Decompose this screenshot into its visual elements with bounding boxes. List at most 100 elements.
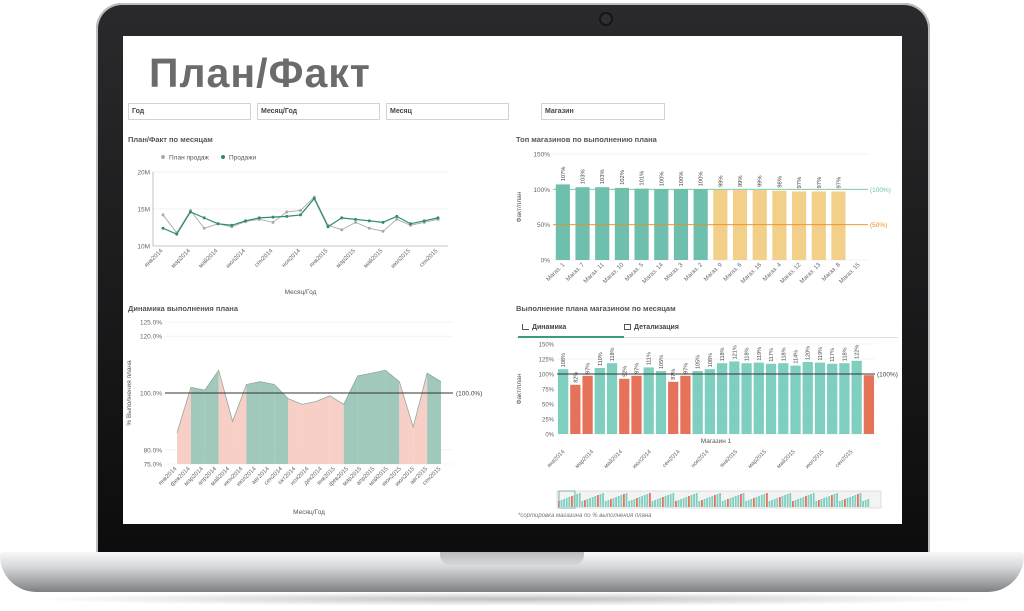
bar-9 (668, 381, 679, 434)
area-segment (260, 381, 275, 464)
area-segment (315, 395, 330, 464)
x-tick-label: ноя2014 (690, 449, 711, 470)
overview-bar (833, 494, 836, 507)
overview-bar (680, 499, 682, 507)
data-point (422, 219, 426, 223)
x-tick-label: май2015 (775, 448, 796, 469)
overview-bar (716, 494, 719, 507)
bar-chart-icon (522, 324, 529, 330)
bar-11 (772, 190, 787, 260)
data-point (326, 225, 330, 229)
overview-bar (849, 497, 851, 507)
overview-bar (638, 497, 641, 507)
x-tick-label: сен2015 (419, 248, 440, 269)
data-label: 118% (610, 347, 616, 361)
overview-bar (854, 495, 857, 507)
data-point (354, 220, 357, 224)
overview-bar (740, 494, 742, 507)
area-segment (427, 373, 441, 464)
panel-title-monthly: План/Факт по месяцам (128, 135, 213, 144)
data-label: 117% (769, 348, 775, 362)
bar-24 (851, 360, 862, 434)
tab-details[interactable]: Детализация (624, 324, 679, 331)
data-point (161, 213, 165, 217)
overview-bar (672, 493, 675, 507)
area-segment (246, 381, 261, 464)
overview-bar (677, 500, 680, 507)
y-tick-label: 100.0% (140, 391, 162, 398)
chart-dynamics[interactable]: 125.0% 120.0% 100.0% 80.0% 75.0% % Выполнения… (123, 314, 508, 524)
x-tick-label: ноя2014 (281, 248, 302, 269)
filter-month-year[interactable]: Месяц/Год (257, 103, 380, 120)
x-tick-label: янв2015 (719, 449, 739, 469)
data-label: 100% (699, 172, 705, 187)
data-point (202, 216, 206, 220)
y-tick-label: 0% (545, 433, 554, 439)
area-segment (357, 373, 372, 464)
overview-bar (810, 494, 812, 507)
bar-17 (765, 363, 777, 434)
data-point (175, 232, 179, 236)
data-point (244, 219, 247, 223)
y-tick-label: 150% (533, 152, 550, 159)
data-label: 102% (620, 170, 626, 185)
x-tick-label: Магаз. 10 (602, 262, 625, 285)
x-tick-label: июл2014 (225, 248, 247, 270)
bar-3 (594, 368, 605, 434)
filter-year[interactable]: Год (128, 103, 251, 120)
data-label: 118% (720, 347, 726, 361)
overview-bar (706, 498, 708, 507)
overview-bar (630, 500, 633, 507)
filter-month[interactable]: Месяц (386, 103, 509, 120)
chart-monthly-plan-fact[interactable]: 20M 15M 10M План продаж Продажи янв2014 мар201… (123, 144, 508, 302)
chart-top-stores[interactable]: 150% 100% 50% 0% Факт/план 107% Магаз. 1 103% Ма… (513, 144, 902, 302)
overview-bar (667, 495, 669, 507)
bar-4 (606, 363, 618, 434)
data-label: 105% (659, 355, 665, 369)
bar-0 (557, 369, 569, 434)
y-tick-label: 75% (542, 388, 555, 394)
data-point (354, 217, 357, 221)
y-tick-label: 125.0% (140, 320, 162, 327)
chart-stores-monthly[interactable]: 150% 125% 100% 75% 50% 25% 0% Факт/план 108% 82% 9… (513, 336, 902, 514)
overview-bar (820, 499, 823, 507)
overview-bar (708, 497, 711, 507)
bar-1 (570, 384, 581, 434)
x-tick-label: сен2014 (662, 449, 683, 470)
laptop-shadow (20, 592, 1004, 606)
bar-19 (790, 365, 801, 434)
data-label: 98% (777, 176, 783, 188)
overview-bar (560, 500, 563, 507)
overview-bar (703, 499, 706, 507)
overview-bar (841, 500, 844, 507)
x-tick-label: мар2014 (574, 449, 595, 470)
overview-bar (597, 495, 599, 507)
data-label: 82% (573, 372, 579, 383)
x-axis-label: Магазин 1 (701, 438, 732, 445)
overview-bar (823, 498, 825, 507)
data-label: 97% (836, 177, 842, 189)
overview-bar (693, 494, 695, 507)
filter-store[interactable]: Магазин (541, 103, 665, 120)
overview-bar (794, 500, 797, 507)
data-label: 97% (797, 177, 803, 189)
bar-8 (655, 371, 667, 434)
reference-label: (100%) (877, 372, 898, 379)
overview-bar (604, 501, 607, 507)
data-point (285, 210, 289, 214)
data-point (257, 216, 261, 220)
tab-dynamics[interactable]: Динамика (522, 324, 566, 331)
overview-bar (589, 498, 591, 507)
overview-bar (864, 500, 867, 507)
overview-bar (599, 494, 602, 507)
data-label: 100% (679, 172, 685, 187)
overview-bar (789, 493, 792, 507)
x-tick-label: июл2015 (805, 449, 826, 470)
y-tick-label: 120.0% (140, 334, 162, 341)
data-point (230, 223, 234, 227)
overview-bar (654, 500, 656, 507)
data-label: 97% (635, 363, 641, 374)
bar-13 (811, 191, 826, 260)
overview-bar (776, 498, 779, 507)
